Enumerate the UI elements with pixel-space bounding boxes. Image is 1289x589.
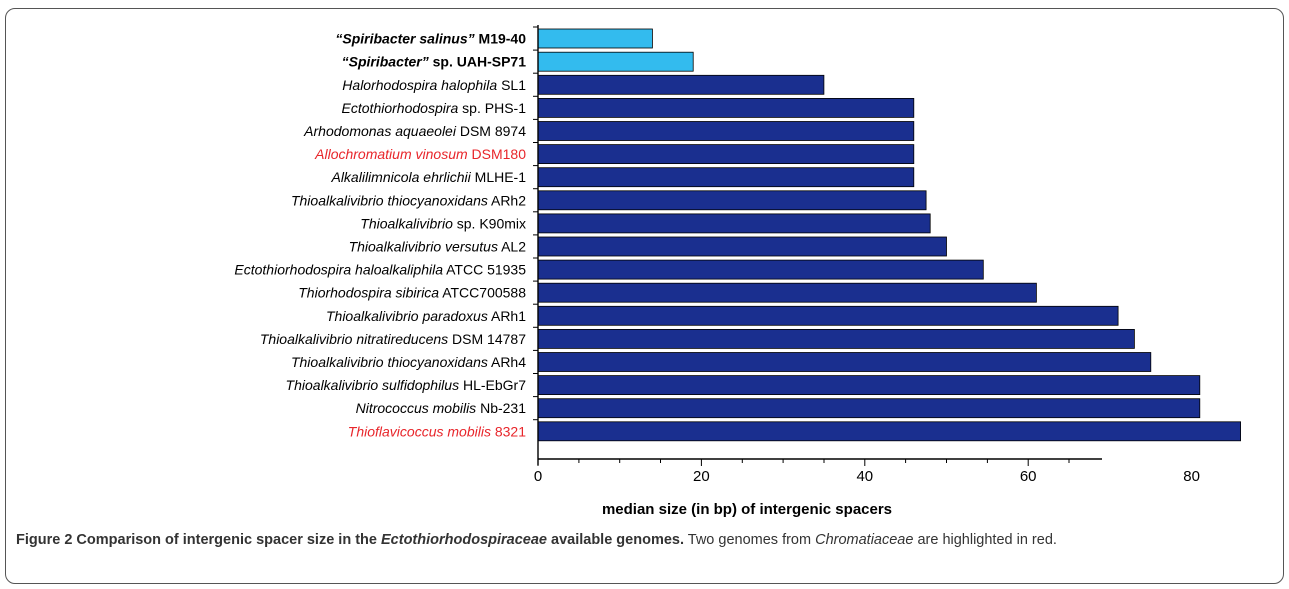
x-tick-label: 60 bbox=[1020, 468, 1037, 485]
category-label: Ectothiorhodospira sp. PHS-1 bbox=[342, 100, 527, 116]
bar bbox=[537, 98, 915, 118]
category-label-italic: Thioalkalivibrio paradoxus bbox=[326, 308, 488, 324]
category-label-plain: DSM180 bbox=[468, 146, 527, 162]
category-label: Alkalilimnicola ehrlichii MLHE-1 bbox=[330, 169, 526, 185]
bar bbox=[537, 121, 915, 141]
category-label: “Spiribacter salinus” M19-40 bbox=[335, 31, 526, 47]
category-label-plain: Nb-231 bbox=[476, 400, 526, 416]
category-label: Thioalkalivibrio paradoxus ARh1 bbox=[326, 308, 526, 324]
category-label: Halorhodospira halophila SL1 bbox=[342, 77, 526, 93]
caption-text-italic: Chromatiaceae bbox=[815, 532, 914, 548]
category-label-italic: Ectothiorhodospira bbox=[342, 100, 459, 116]
bar bbox=[537, 51, 694, 72]
bar bbox=[537, 144, 915, 165]
category-label: “Spiribacter” sp. UAH-SP71 bbox=[342, 54, 527, 70]
category-label: Allochromatium vinosum DSM180 bbox=[314, 146, 526, 162]
bar bbox=[537, 328, 1135, 349]
category-label-plain: HL-EbGr7 bbox=[459, 377, 526, 393]
category-label: Thioalkalivibrio sulfidophilus HL-EbGr7 bbox=[286, 377, 527, 393]
category-label-italic: Halorhodospira halophila bbox=[342, 77, 497, 93]
category-label-plain: ARh2 bbox=[488, 192, 526, 208]
axes-group: 0 20 40 60 80 bbox=[533, 25, 1200, 485]
category-label-plain: ATCC700588 bbox=[439, 285, 526, 301]
category-label-plain: 8321 bbox=[491, 423, 526, 439]
category-label-plain: M19-40 bbox=[475, 31, 527, 47]
category-label-plain: sp. PHS-1 bbox=[458, 100, 526, 116]
caption-text-start: Two genomes from bbox=[684, 532, 816, 548]
bar bbox=[537, 190, 927, 211]
category-labels-group: “Spiribacter salinus” M19-40“Spiribacter… bbox=[234, 31, 526, 440]
figure-caption: Figure 2 Comparison of intergenic spacer… bbox=[16, 530, 1271, 551]
bar bbox=[537, 282, 1037, 303]
category-label-italic: Thioalkalivibrio bbox=[360, 215, 453, 231]
category-label-italic: Thioflavicoccus mobilis bbox=[348, 423, 491, 439]
x-tick-label: 20 bbox=[693, 468, 710, 485]
category-label: Ectothiorhodospira haloalkaliphila ATCC … bbox=[234, 262, 526, 278]
category-label: Nitrococcus mobilis Nb-231 bbox=[356, 400, 527, 416]
category-label-italic: Thioalkalivibrio nitratireducens bbox=[260, 331, 448, 347]
category-label-plain: AL2 bbox=[498, 239, 526, 255]
caption-title-start: Figure 2 Comparison of intergenic spacer… bbox=[16, 532, 381, 548]
category-label-plain: DSM 14787 bbox=[448, 331, 526, 347]
x-tick-label: 0 bbox=[534, 468, 542, 485]
x-tick-label: 80 bbox=[1183, 468, 1200, 485]
category-label-plain: SL1 bbox=[497, 77, 526, 93]
x-tick-label: 40 bbox=[856, 468, 873, 485]
category-label: Thioalkalivibrio nitratireducens DSM 147… bbox=[260, 331, 526, 347]
bars-group bbox=[537, 28, 1241, 442]
category-label-italic: Alkalilimnicola ehrlichii bbox=[330, 169, 471, 185]
category-label-italic: Ectothiorhodospira haloalkaliphila bbox=[234, 262, 443, 278]
bar bbox=[537, 421, 1241, 442]
category-label-italic: Thioalkalivibrio thiocyanoxidans bbox=[291, 354, 488, 370]
category-label-plain: ARh4 bbox=[488, 354, 526, 370]
bar bbox=[537, 375, 1201, 396]
bar bbox=[537, 213, 931, 234]
bar bbox=[537, 167, 915, 188]
category-label-plain: sp. UAH-SP71 bbox=[429, 54, 526, 70]
bar bbox=[537, 352, 1152, 372]
bar bbox=[537, 28, 653, 49]
category-label-plain: MLHE-1 bbox=[471, 169, 526, 185]
category-label-italic: “Spiribacter” bbox=[342, 54, 429, 70]
category-label-plain: sp. K90mix bbox=[453, 215, 526, 231]
category-label: Thioflavicoccus mobilis 8321 bbox=[348, 423, 526, 439]
caption-title: Figure 2 Comparison of intergenic spacer… bbox=[16, 532, 684, 548]
category-label-italic: Thioalkalivibrio versutus bbox=[349, 239, 498, 255]
category-label-plain: DSM 8974 bbox=[456, 123, 526, 139]
category-label-plain: ATCC 51935 bbox=[443, 262, 526, 278]
category-label: Arhodomonas aquaeolei DSM 8974 bbox=[303, 123, 526, 139]
bar bbox=[537, 305, 1119, 326]
category-label-italic: Allochromatium vinosum bbox=[314, 146, 468, 162]
caption-title-end: available genomes. bbox=[546, 532, 684, 548]
category-label: Thioalkalivibrio thiocyanoxidans ARh4 bbox=[291, 354, 526, 370]
category-label: Thioalkalivibrio thiocyanoxidans ARh2 bbox=[291, 192, 526, 208]
bar bbox=[537, 259, 984, 280]
bar bbox=[537, 398, 1201, 419]
category-label-italic: Arhodomonas aquaeolei bbox=[303, 123, 457, 139]
category-label-italic: Thioalkalivibrio thiocyanoxidans bbox=[291, 192, 488, 208]
category-label-italic: Thioalkalivibrio sulfidophilus bbox=[286, 377, 460, 393]
caption-title-italic: Ectothiorhodospiraceae bbox=[381, 532, 547, 548]
category-label-plain: ARh1 bbox=[488, 308, 526, 324]
x-axis-label: median size (in bp) of intergenic spacer… bbox=[602, 501, 892, 518]
category-label-italic: “Spiribacter salinus” bbox=[335, 31, 474, 47]
category-label: Thioalkalivibrio versutus AL2 bbox=[349, 239, 527, 255]
category-label: Thiorhodospira sibirica ATCC700588 bbox=[298, 285, 526, 301]
caption-text-end: are highlighted in red. bbox=[913, 532, 1057, 548]
bar bbox=[537, 74, 825, 95]
category-label-italic: Nitrococcus mobilis bbox=[356, 400, 477, 416]
category-label-italic: Thiorhodospira sibirica bbox=[298, 285, 439, 301]
bar bbox=[537, 236, 947, 257]
category-label: Thioalkalivibrio sp. K90mix bbox=[360, 215, 526, 231]
